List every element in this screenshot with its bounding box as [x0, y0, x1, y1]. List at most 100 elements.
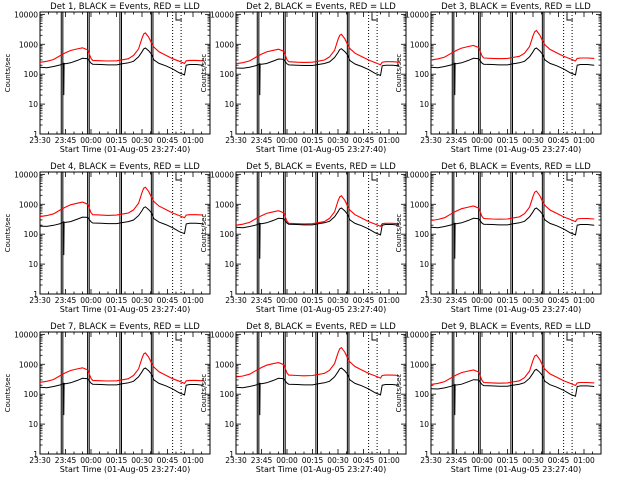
y-axis-label: Counts/sec — [395, 214, 403, 253]
x-tick-label: 01:00 — [182, 296, 204, 305]
bracket-glyph — [371, 14, 378, 21]
y-tick-label: 1000 — [215, 360, 234, 369]
y-tick-label: 10 — [28, 420, 38, 429]
bracket-glyph — [566, 334, 573, 341]
y-tick-label: 10000 — [14, 330, 38, 339]
series-events — [430, 47, 595, 96]
y-axis-label: Counts/sec — [200, 374, 208, 413]
x-tick-label: 23:30 — [420, 296, 442, 305]
chart-panel-2: Det 2, BLACK = Events, RED = LLD 1 10 100 10… — [200, 2, 407, 154]
x-tick-label: 00:00 — [276, 456, 298, 465]
y-tick-label: 1000 — [410, 360, 429, 369]
y-tick-label: 1 — [229, 450, 234, 459]
x-axis-label: Start Time (01-Aug-05 23:27:40) — [60, 465, 191, 474]
panel-title: Det 9, BLACK = Events, RED = LLD — [441, 322, 591, 332]
y-tick-label: 10 — [419, 420, 429, 429]
series-lld — [235, 346, 400, 379]
x-tick-label: 00:30 — [522, 136, 544, 145]
y-tick-label: 1000 — [410, 40, 429, 49]
series-lld — [39, 186, 204, 219]
x-tick-label: 00:30 — [131, 136, 153, 145]
x-tick-label: 23:30 — [29, 456, 51, 465]
chart-panel-3: Det 3, BLACK = Events, RED = LLD 1 10 100 10… — [395, 2, 602, 154]
y-tick-label: 1000 — [19, 200, 38, 209]
series-lld — [430, 29, 595, 62]
x-tick-label: 23:30 — [420, 136, 442, 145]
y-tick-label: 10 — [419, 260, 429, 269]
x-tick-label: 23:30 — [29, 296, 51, 305]
series-lld — [39, 32, 204, 65]
bracket-glyph — [371, 174, 378, 181]
bracket-glyph — [566, 174, 573, 181]
x-tick-label: 00:00 — [471, 136, 493, 145]
y-tick-label: 100 — [415, 390, 430, 399]
x-tick-label: 00:30 — [131, 456, 153, 465]
y-tick-label: 100 — [220, 70, 235, 79]
series-lld — [39, 352, 204, 385]
x-axis-label: Start Time (01-Aug-05 23:27:40) — [60, 305, 191, 314]
series-events — [430, 207, 595, 259]
x-tick-label: 23:45 — [446, 296, 468, 305]
x-tick-label: 00:45 — [353, 456, 375, 465]
y-tick-label: 10000 — [405, 330, 429, 339]
x-tick-label: 00:30 — [327, 136, 349, 145]
chart-panel-6: Det 6, BLACK = Events, RED = LLD 1 10 100 10… — [395, 162, 602, 314]
series-lld — [430, 190, 595, 223]
x-axis-label: Start Time (01-Aug-05 23:27:40) — [451, 145, 582, 154]
y-tick-label: 100 — [24, 70, 39, 79]
y-tick-label: 10 — [224, 420, 234, 429]
y-tick-label: 100 — [24, 230, 39, 239]
x-tick-label: 00:15 — [106, 296, 128, 305]
series-events — [235, 367, 400, 416]
x-tick-label: 00:15 — [497, 296, 519, 305]
y-tick-label: 100 — [24, 390, 39, 399]
y-tick-label: 1000 — [410, 200, 429, 209]
chart-panel-1: Det 1, BLACK = Events, RED = LLD 1 10 100 10… — [4, 2, 211, 154]
x-tick-label: 00:45 — [353, 296, 375, 305]
x-axis-label: Start Time (01-Aug-05 23:27:40) — [451, 465, 582, 474]
x-tick-label: 01:00 — [573, 456, 595, 465]
x-tick-label: 00:00 — [276, 296, 298, 305]
y-tick-label: 10 — [28, 260, 38, 269]
y-tick-label: 1000 — [19, 360, 38, 369]
x-tick-label: 23:45 — [446, 136, 468, 145]
y-tick-label: 1000 — [19, 40, 38, 49]
chart-panel-4: Det 4, BLACK = Events, RED = LLD 1 10 100 10… — [4, 162, 211, 314]
panel-title: Det 8, BLACK = Events, RED = LLD — [246, 322, 396, 332]
x-tick-label: 01:00 — [378, 296, 400, 305]
x-tick-label: 00:45 — [157, 136, 179, 145]
x-tick-label: 00:00 — [80, 136, 102, 145]
y-tick-label: 100 — [220, 390, 235, 399]
x-tick-label: 00:15 — [302, 456, 324, 465]
y-tick-label: 1000 — [215, 200, 234, 209]
y-tick-label: 10000 — [210, 330, 234, 339]
panel-title: Det 1, BLACK = Events, RED = LLD — [50, 2, 200, 12]
x-tick-label: 23:45 — [251, 136, 273, 145]
y-tick-label: 10 — [28, 100, 38, 109]
y-tick-label: 100 — [220, 230, 235, 239]
x-tick-label: 00:30 — [522, 456, 544, 465]
x-tick-label: 23:45 — [55, 456, 77, 465]
y-axis-label: Counts/sec — [395, 374, 403, 413]
y-tick-label: 10 — [419, 100, 429, 109]
x-tick-label: 00:45 — [157, 456, 179, 465]
series-events — [39, 367, 204, 416]
x-tick-label: 00:45 — [548, 296, 570, 305]
x-tick-label: 23:45 — [446, 456, 468, 465]
bracket-glyph — [566, 14, 573, 21]
x-tick-label: 00:00 — [80, 456, 102, 465]
panel-title: Det 4, BLACK = Events, RED = LLD — [50, 162, 200, 172]
y-tick-label: 1000 — [215, 40, 234, 49]
bracket-glyph — [175, 14, 182, 21]
chart-panel-7: Det 7, BLACK = Events, RED = LLD 1 10 100 10… — [4, 322, 211, 474]
x-tick-label: 23:45 — [55, 136, 77, 145]
x-tick-label: 23:30 — [29, 136, 51, 145]
x-tick-label: 23:45 — [251, 296, 273, 305]
x-axis-label: Start Time (01-Aug-05 23:27:40) — [451, 305, 582, 314]
y-axis-label: Counts/sec — [4, 374, 12, 413]
y-tick-label: 10000 — [210, 10, 234, 19]
y-tick-label: 100 — [415, 70, 430, 79]
y-tick-label: 10000 — [14, 10, 38, 19]
x-axis-label: Start Time (01-Aug-05 23:27:40) — [60, 145, 191, 154]
y-tick-label: 1 — [424, 130, 429, 139]
